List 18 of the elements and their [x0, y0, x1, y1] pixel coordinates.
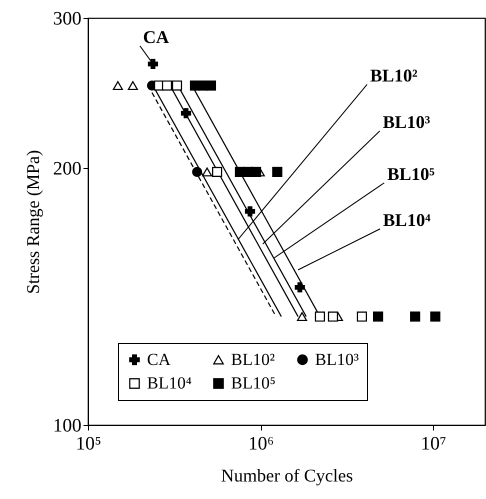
x-tick-label: 10⁵ — [76, 434, 102, 454]
annotation: CA — [142, 26, 169, 47]
y-axis-title: Stress Range (MPa) — [23, 150, 43, 294]
annotation: BL10² — [370, 65, 418, 86]
annotation: BL10⁵ — [387, 164, 436, 184]
y-tick-label: 100 — [53, 416, 82, 436]
x-tick-label: 10⁶ — [248, 434, 274, 454]
x-axis-title: Number of Cycles — [221, 466, 353, 486]
legend-label: BL10² — [231, 350, 275, 369]
legend-label: BL10⁵ — [231, 374, 276, 392]
annotation: BL10⁴ — [383, 210, 432, 230]
legend-label: CA — [147, 350, 172, 369]
y-tick-label: 300 — [53, 8, 82, 30]
legend-label: BL10⁴ — [147, 374, 192, 392]
annotation: BL10³ — [382, 112, 431, 132]
x-tick-label: 10⁷ — [420, 434, 446, 454]
y-tick-label: 200 — [53, 158, 82, 180]
legend-label: BL10³ — [315, 350, 359, 369]
